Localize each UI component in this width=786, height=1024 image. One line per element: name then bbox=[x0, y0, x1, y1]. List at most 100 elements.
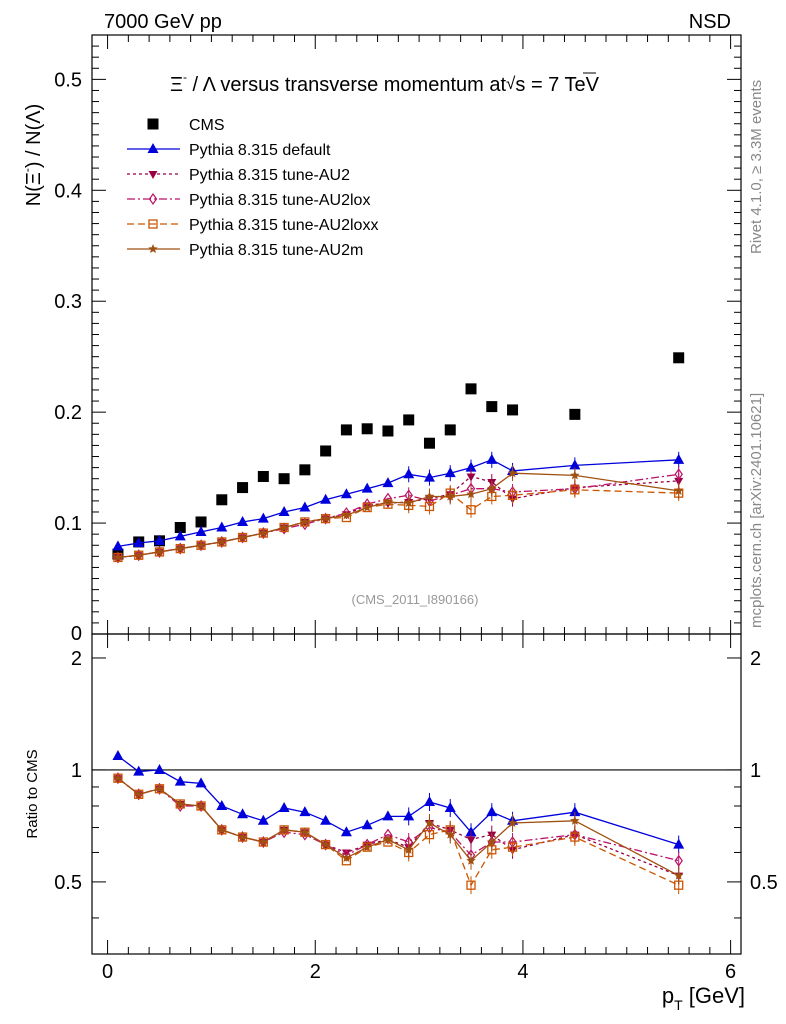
series-0-main-point bbox=[673, 352, 685, 364]
series-1-main-point bbox=[112, 540, 124, 551]
series-2-main-point bbox=[466, 473, 476, 482]
chart-title-lead: Ξ bbox=[170, 74, 183, 96]
series-0-main-point bbox=[237, 482, 249, 494]
chart-title-tail: s = 7 TeV bbox=[515, 74, 599, 96]
series-1-main-point bbox=[133, 537, 145, 548]
x-tick-label: 2 bbox=[310, 961, 321, 983]
series-1-main-point bbox=[216, 521, 228, 532]
series-5-main-point bbox=[320, 513, 331, 523]
series-5-ratio-point bbox=[300, 827, 310, 837]
series-5-ratio-point bbox=[237, 832, 248, 842]
ratio-tick-label-left: 0.5 bbox=[54, 872, 82, 894]
series-5-main-point bbox=[175, 543, 186, 553]
series-1-ratio-point bbox=[257, 814, 269, 825]
y-tick-label: 0.3 bbox=[54, 291, 82, 313]
series-5-ratio-point bbox=[196, 800, 206, 811]
y-tick-label: 0.4 bbox=[54, 180, 82, 202]
series-4-ratio-point bbox=[507, 842, 518, 852]
series-1-ratio-point bbox=[382, 810, 394, 821]
series-4-main-point bbox=[570, 485, 580, 495]
y-axis-label-part-a: N(Ξ bbox=[23, 172, 45, 206]
legend-entry: Pythia 8.315 default bbox=[127, 142, 331, 159]
series-1-main-point bbox=[195, 525, 207, 536]
tick-labels: 0 2 4 6 0.1 0.2 0.3 0.4 0.5 0 0.5 0.5 1 1 2 2 bbox=[54, 69, 778, 983]
series-1-ratio-point bbox=[278, 802, 290, 813]
legend-marker bbox=[148, 244, 158, 254]
series-1-ratio-point bbox=[216, 799, 228, 810]
legend-label: Pythia 8.315 tune-AU2m bbox=[189, 242, 363, 259]
series-1-main-line bbox=[117, 459, 679, 548]
series-5-ratio-point bbox=[258, 837, 269, 847]
series-1-ratio-point bbox=[237, 808, 249, 819]
series-1-ratio-point bbox=[153, 763, 165, 774]
series-1-ratio-point bbox=[569, 806, 581, 817]
series-5-main-point bbox=[466, 489, 476, 499]
x-axis-label: pT [GeV] bbox=[662, 983, 745, 1013]
series-1-main-point bbox=[423, 471, 435, 482]
series-0-main-point bbox=[340, 424, 352, 436]
series-1-ratio-point bbox=[112, 750, 124, 761]
series-2-ratio-group bbox=[113, 775, 684, 885]
series-1-ratio-point bbox=[174, 775, 186, 786]
series-4-ratio-point bbox=[570, 832, 580, 842]
x-tick-label: 4 bbox=[517, 961, 528, 983]
series-2-ratio-point bbox=[466, 836, 476, 845]
x-axis-label-sub: T bbox=[674, 997, 683, 1013]
legend-label: Pythia 8.315 tune-AU2loxx bbox=[189, 217, 378, 234]
series-5-main-line bbox=[117, 472, 679, 559]
main-series bbox=[112, 352, 685, 564]
series-5-ratio-point bbox=[507, 818, 518, 828]
series-5-main-point bbox=[673, 485, 684, 495]
series-2-ratio-line bbox=[117, 777, 679, 877]
series-4-ratio-group bbox=[113, 773, 684, 895]
ratio-series bbox=[112, 750, 685, 895]
ratio-tick-label-right: 0.5 bbox=[750, 872, 778, 894]
series-5-main-point bbox=[383, 497, 393, 507]
rivet-label: Rivet 4.1.0, ≥ 3.3M events bbox=[748, 80, 765, 254]
series-1-main-point bbox=[403, 468, 415, 479]
series-0-main-point bbox=[174, 522, 186, 534]
series-0-main-group bbox=[112, 352, 685, 560]
series-0-main-point bbox=[403, 414, 415, 426]
series-0-main-point bbox=[361, 423, 373, 435]
series-1-ratio-point bbox=[403, 810, 415, 821]
ratio-tick-label-left: 2 bbox=[71, 648, 82, 670]
series-0-main-point bbox=[507, 404, 519, 416]
series-5-main-point bbox=[570, 470, 580, 480]
series-5-main-point bbox=[217, 536, 227, 546]
legend-marker bbox=[148, 171, 158, 179]
series-0-main-point bbox=[257, 470, 269, 482]
series-0-main-point bbox=[382, 425, 394, 437]
y-axis-label-part-b: ) / N(Λ) bbox=[23, 104, 45, 168]
series-5-main-point bbox=[487, 483, 497, 493]
legend-entry: Pythia 8.315 tune-AU2lox bbox=[127, 192, 370, 209]
series-1-ratio-point bbox=[361, 819, 373, 830]
x-axis-label-p: p bbox=[662, 983, 674, 1008]
series-3-main-point bbox=[674, 468, 683, 481]
x-tick-label: 6 bbox=[725, 961, 736, 983]
series-3-ratio-point bbox=[674, 854, 683, 867]
series-5-ratio-point bbox=[113, 773, 123, 783]
legend-entry: CMS bbox=[147, 117, 225, 134]
series-5-main-point bbox=[113, 552, 123, 562]
ratio-axis-label: Ratio to CMS bbox=[24, 749, 41, 838]
ratio-tick-label-right: 1 bbox=[750, 760, 761, 782]
series-1-main-point bbox=[340, 488, 352, 499]
series-0-main-point bbox=[465, 383, 477, 395]
series-5-main-point bbox=[279, 522, 289, 532]
series-0-main-point bbox=[216, 494, 228, 506]
series-5-main-point bbox=[133, 550, 144, 560]
series-5-ratio-point bbox=[445, 829, 455, 839]
x-tick-label: 0 bbox=[102, 961, 113, 983]
series-4-main-point bbox=[507, 490, 518, 500]
series-0-main-point bbox=[320, 445, 332, 457]
series-1-main-point bbox=[465, 461, 477, 472]
series-0-main-point bbox=[486, 401, 498, 413]
series-5-ratio-point bbox=[570, 815, 580, 825]
x-axis-label-unit: [GeV] bbox=[683, 983, 745, 1008]
series-1-ratio-point bbox=[673, 838, 685, 849]
chart-title-sqrt: √ bbox=[506, 74, 516, 93]
y-tick-label-zero: 0 bbox=[71, 623, 82, 645]
series-4-ratio-point bbox=[466, 880, 476, 890]
series-3-ratio-group bbox=[113, 772, 683, 870]
